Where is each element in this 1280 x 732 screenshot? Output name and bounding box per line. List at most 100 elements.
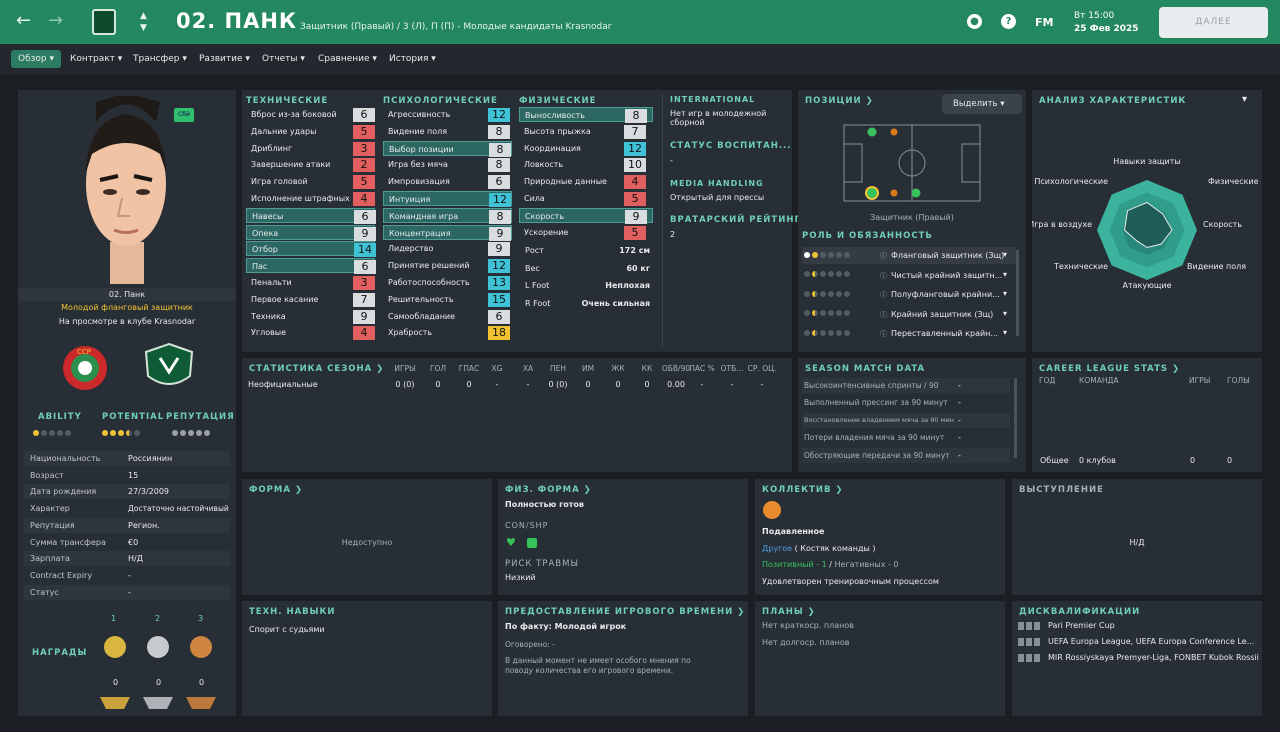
- role-item[interactable]: ⓘ Крайний защитник (Зщ) ▾: [802, 306, 1016, 323]
- chevron-down-icon[interactable]: ▾: [1003, 250, 1008, 259]
- menu-comparison[interactable]: Сравнение ▾: [318, 54, 377, 64]
- reputation-stars: [172, 428, 212, 437]
- trait-item: Спорит с судьями: [249, 625, 325, 634]
- attribute-name: Решительность: [388, 294, 454, 304]
- attribute-row[interactable]: Навесы 6: [246, 207, 376, 224]
- attribute-value: 8: [488, 158, 510, 173]
- menu-transfer[interactable]: Трансфер ▾: [133, 54, 187, 64]
- attribute-row[interactable]: Игра головой 5: [246, 174, 375, 190]
- radar-label: Психологические: [1034, 177, 1108, 186]
- match-data-value: -: [958, 398, 961, 408]
- attribute-row[interactable]: Дальние удары 5: [246, 124, 375, 139]
- attribute-row[interactable]: Высота прыжка 7: [519, 124, 653, 139]
- attribute-row[interactable]: Опека 9: [246, 224, 376, 241]
- nation-crest-icon: ССР: [62, 342, 108, 392]
- continue-button[interactable]: ДАЛЕЕ: [1159, 7, 1268, 38]
- attribute-row[interactable]: Пас 6: [246, 258, 376, 275]
- traits-panel: ТЕХН. НАВЫКИ Спорит с судьями: [242, 601, 492, 716]
- career-col-goals: ГОЛЫ: [1227, 376, 1250, 385]
- positions-header[interactable]: ПОЗИЦИИ ❯: [805, 96, 874, 106]
- role-item[interactable]: ⓘ Чистый крайний защитн... ▾: [802, 267, 1016, 284]
- help-icon[interactable]: ?: [1001, 14, 1016, 29]
- role-item[interactable]: ⓘ Полуфланговый крайни... ▾: [802, 286, 1016, 303]
- role-item[interactable]: ⓘ Переставленный крайн... ▾: [802, 325, 1016, 342]
- chevron-down-icon[interactable]: ▼: [140, 23, 147, 33]
- stats-cell: -: [526, 380, 530, 389]
- squad-mood: Подавленное: [762, 527, 825, 536]
- roles-header: РОЛЬ И ОБЯЗАННОСТЬ: [802, 231, 933, 241]
- forward-arrow-icon[interactable]: →: [48, 10, 64, 31]
- attribute-row[interactable]: Техника 9: [246, 309, 375, 324]
- attribute-row[interactable]: Природные данные 4: [519, 174, 653, 190]
- career-header[interactable]: CAREER LEAGUE STATS ❯: [1039, 364, 1181, 374]
- season-stats-header[interactable]: СТАТИСТИКА СЕЗОНА ❯: [249, 364, 385, 374]
- attribute-row[interactable]: Первое касание 7: [246, 292, 375, 307]
- match-data-row: Обостряющие передачи за 90 минут -: [802, 447, 1010, 463]
- attribute-row[interactable]: Импровизация 6: [383, 174, 512, 190]
- stats-cell: -: [700, 380, 704, 389]
- attribute-row[interactable]: Выносливость 8: [519, 107, 653, 123]
- attribute-row[interactable]: Храбрость 18: [383, 325, 512, 341]
- attribute-row[interactable]: Сила 5: [519, 191, 653, 206]
- attribute-row[interactable]: Скорость 9: [519, 207, 653, 224]
- attribute-row[interactable]: Исполнение штрафных 4: [246, 191, 375, 206]
- attribute-row[interactable]: Выбор позиции 8: [383, 140, 512, 157]
- attribute-row[interactable]: Ускорение 5: [519, 225, 653, 240]
- attribute-row[interactable]: Видение поля 8: [383, 124, 512, 139]
- squad-panel: КОЛЛЕКТИВ ❯ Подавленное Другое ( Костяк …: [755, 479, 1005, 595]
- attribute-row[interactable]: Решительность 15: [383, 292, 512, 307]
- attribute-row[interactable]: Отбор 14: [246, 241, 376, 258]
- attribute-row[interactable]: Интуиция 12: [383, 191, 512, 207]
- chevron-down-icon[interactable]: ▾: [1003, 328, 1008, 338]
- stats-col-header: XA: [522, 364, 534, 373]
- attribute-name: Ускорение: [524, 227, 569, 237]
- menu-development[interactable]: Развитие ▾: [199, 54, 250, 64]
- attribute-row[interactable]: Концентрация 9: [383, 224, 512, 241]
- chevron-down-icon[interactable]: ▾: [1242, 94, 1248, 105]
- menu-overview[interactable]: Обзор ▾: [11, 50, 62, 68]
- chevron-down-icon[interactable]: ▾: [1003, 269, 1008, 279]
- attribute-row[interactable]: Дриблинг 3: [246, 141, 375, 156]
- reputation-label: РЕПУТАЦИЯ: [166, 412, 235, 422]
- form-header[interactable]: ФОРМА ❯: [249, 485, 304, 495]
- role-item[interactable]: ⓘ Фланговый защитник (Зщ) ▾: [802, 247, 1016, 264]
- fm-menu[interactable]: FM: [1035, 16, 1054, 29]
- attribute-name: Игра без мяча: [388, 160, 448, 170]
- attribute-row[interactable]: Завершение атаки 2: [246, 157, 375, 173]
- attribute-row[interactable]: Координация 12: [519, 141, 653, 156]
- attribute-row[interactable]: Игра без мяча 8: [383, 157, 512, 173]
- back-arrow-icon[interactable]: ←: [16, 10, 32, 31]
- performance-value: Н/Д: [1129, 538, 1145, 547]
- attribute-row[interactable]: Командная игра 8: [383, 207, 512, 224]
- chevron-down-icon[interactable]: ▾: [1003, 289, 1008, 299]
- scrollbar[interactable]: [1014, 378, 1017, 458]
- playtime-header[interactable]: ПРЕДОСТАВЛЕНИЕ ИГРОВОГО ВРЕМЕНИ ❯: [505, 607, 746, 617]
- info-value: Достаточно настойчивый: [128, 504, 229, 514]
- info-value: €0: [128, 537, 139, 547]
- radar-shape: [1123, 201, 1173, 249]
- ball-icon[interactable]: ●: [967, 14, 982, 29]
- fitness-header[interactable]: ФИЗ. ФОРМА ❯: [505, 485, 592, 495]
- attribute-row[interactable]: Принятие решений 12: [383, 258, 512, 274]
- club-crest-icon[interactable]: [92, 9, 116, 35]
- scrollbar[interactable]: [1016, 250, 1019, 336]
- plans-header[interactable]: ПЛАНЫ ❯: [762, 607, 816, 617]
- menu-reports[interactable]: Отчеты ▾: [262, 54, 305, 64]
- attribute-row[interactable]: Пенальти 3: [246, 275, 375, 290]
- attribute-row[interactable]: Агрессивность 12: [383, 107, 512, 122]
- attribute-row[interactable]: Угловые 4: [246, 325, 375, 341]
- menu-contract[interactable]: Контракт ▾: [70, 54, 123, 64]
- attribute-row[interactable]: Ловкость 10: [519, 157, 653, 173]
- chevron-down-icon[interactable]: ▾: [1003, 308, 1008, 318]
- chevron-up-icon[interactable]: ▲: [140, 11, 147, 21]
- attribute-row[interactable]: Работоспособность 13: [383, 275, 512, 290]
- squad-header[interactable]: КОЛЛЕКТИВ ❯: [762, 485, 844, 495]
- attributes-panel: ТЕХНИЧЕСКИЕ ПСИХОЛОГИЧЕСКИЕ ФИЗИЧЕСКИЕ В…: [242, 90, 800, 352]
- attribute-value: 15: [488, 292, 510, 307]
- menu-history[interactable]: История ▾: [389, 54, 436, 64]
- attribute-row[interactable]: Самообладание 6: [383, 309, 512, 324]
- attribute-row[interactable]: Вброс из-за боковой 6: [246, 107, 375, 122]
- attribute-row[interactable]: Лидерство 9: [383, 241, 512, 257]
- attribute-name: Техника: [251, 311, 286, 321]
- highlight-select[interactable]: Выделить ▾: [942, 94, 1022, 114]
